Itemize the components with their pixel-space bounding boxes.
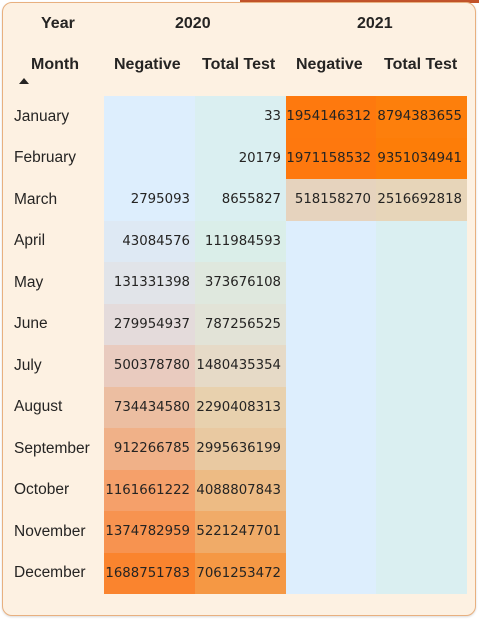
table-row: March 2795093 8655827 518158270 2516692818 <box>10 179 467 221</box>
month-row-header[interactable]: December <box>10 552 104 594</box>
month-row-header[interactable]: January <box>10 96 104 138</box>
table-row: November 1374782959 5221247701 <box>10 511 467 553</box>
year-2020-header[interactable]: 2020 <box>175 15 211 32</box>
negative-2020-cell[interactable]: 2795093 <box>104 179 195 221</box>
total-test-2020-cell[interactable]: 1480435354 <box>195 345 286 387</box>
table-row: January 33 1954146312 8794383655 <box>10 96 467 138</box>
negative-2021-cell[interactable] <box>286 386 376 428</box>
negative-2020-cell[interactable]: 912266785 <box>104 428 195 470</box>
total-test-2020-cell[interactable]: 2290408313 <box>195 386 286 428</box>
total-test-2021-cell[interactable] <box>376 428 467 470</box>
table-row: February 20179 1971158532 9351034941 <box>10 137 467 179</box>
negative-2021-cell[interactable]: 1971158532 <box>286 137 376 179</box>
total-test-2020-cell[interactable]: 8655827 <box>195 179 286 221</box>
total-test-2021-cell[interactable] <box>376 386 467 428</box>
visual-top-accent-bar <box>240 0 479 3</box>
total-test-2021-cell[interactable] <box>376 303 467 345</box>
total-test-2021-cell[interactable]: 8794383655 <box>376 96 467 138</box>
total-test-2020-cell[interactable]: 20179 <box>195 137 286 179</box>
negative-2020-cell[interactable]: 1161661222 <box>104 469 195 511</box>
month-row-header[interactable]: June <box>10 303 104 345</box>
month-row-header[interactable]: April <box>10 220 104 262</box>
total-test-2020-cell[interactable]: 7061253472 <box>195 552 286 594</box>
table-row: August 734434580 2290408313 <box>10 386 467 428</box>
table-row: May 131331398 373676108 <box>10 262 467 304</box>
total-test-2021-cell[interactable]: 9351034941 <box>376 137 467 179</box>
negative-2020-cell[interactable]: 1374782959 <box>104 511 195 553</box>
table-row: December 1688751783 7061253472 <box>10 552 467 594</box>
total-test-2021-cell[interactable] <box>376 262 467 304</box>
negative-2021-cell[interactable] <box>286 552 376 594</box>
total-test-2021-cell[interactable]: 2516692818 <box>376 179 467 221</box>
total-test-2020-cell[interactable]: 787256525 <box>195 303 286 345</box>
negative-2021-cell[interactable] <box>286 303 376 345</box>
total-test-2020-cell[interactable]: 2995636199 <box>195 428 286 470</box>
negative-2021-cell[interactable] <box>286 469 376 511</box>
total-test-2020-cell[interactable]: 33 <box>195 96 286 138</box>
month-column-header[interactable]: Month <box>31 56 79 73</box>
total-test-2020-cell[interactable]: 373676108 <box>195 262 286 304</box>
month-row-header[interactable]: July <box>10 345 104 387</box>
table-row: July 500378780 1480435354 <box>10 345 467 387</box>
negative-2020-cell[interactable]: 734434580 <box>104 386 195 428</box>
total-test-2021-cell[interactable] <box>376 469 467 511</box>
total-test-2020-cell[interactable]: 111984593 <box>195 220 286 262</box>
table-row: October 1161661222 4088807843 <box>10 469 467 511</box>
negative-2020-cell[interactable]: 279954937 <box>104 303 195 345</box>
month-row-header[interactable]: February <box>10 137 104 179</box>
negative-2021-column-header[interactable]: Negative <box>296 56 363 73</box>
negative-2020-cell[interactable]: 1688751783 <box>104 552 195 594</box>
total-test-2021-cell[interactable] <box>376 511 467 553</box>
negative-2020-cell[interactable] <box>104 137 195 179</box>
matrix-body: January 33 1954146312 8794383655 February 201… <box>10 96 467 594</box>
table-row: June 279954937 787256525 <box>10 303 467 345</box>
negative-2020-cell[interactable] <box>104 96 195 138</box>
total-test-2020-column-header[interactable]: Total Test <box>202 56 276 73</box>
month-row-header[interactable]: August <box>10 386 104 428</box>
sort-ascending-icon[interactable] <box>19 78 29 84</box>
negative-2020-cell[interactable]: 131331398 <box>104 262 195 304</box>
negative-2021-cell[interactable] <box>286 428 376 470</box>
table-row: April 43084576 111984593 <box>10 220 467 262</box>
negative-2020-cell[interactable]: 500378780 <box>104 345 195 387</box>
total-test-2021-column-header[interactable]: Total Test <box>384 56 458 73</box>
negative-2021-cell[interactable]: 518158270 <box>286 179 376 221</box>
month-row-header[interactable]: March <box>10 179 104 221</box>
table-row: September 912266785 2995636199 <box>10 428 467 470</box>
negative-2021-cell[interactable] <box>286 511 376 553</box>
year-header-label: Year <box>41 15 75 32</box>
month-row-header[interactable]: November <box>10 511 104 553</box>
negative-2021-cell[interactable] <box>286 262 376 304</box>
month-row-header[interactable]: September <box>10 428 104 470</box>
negative-2021-cell[interactable] <box>286 220 376 262</box>
month-row-header[interactable]: October <box>10 469 104 511</box>
total-test-2021-cell[interactable] <box>376 552 467 594</box>
negative-2020-column-header[interactable]: Negative <box>114 56 181 73</box>
total-test-2021-cell[interactable] <box>376 220 467 262</box>
total-test-2020-cell[interactable]: 5221247701 <box>195 511 286 553</box>
total-test-2020-cell[interactable]: 4088807843 <box>195 469 286 511</box>
negative-2021-cell[interactable]: 1954146312 <box>286 96 376 138</box>
negative-2021-cell[interactable] <box>286 345 376 387</box>
year-2021-header[interactable]: 2021 <box>357 15 393 32</box>
total-test-2021-cell[interactable] <box>376 345 467 387</box>
negative-2020-cell[interactable]: 43084576 <box>104 220 195 262</box>
month-row-header[interactable]: May <box>10 262 104 304</box>
